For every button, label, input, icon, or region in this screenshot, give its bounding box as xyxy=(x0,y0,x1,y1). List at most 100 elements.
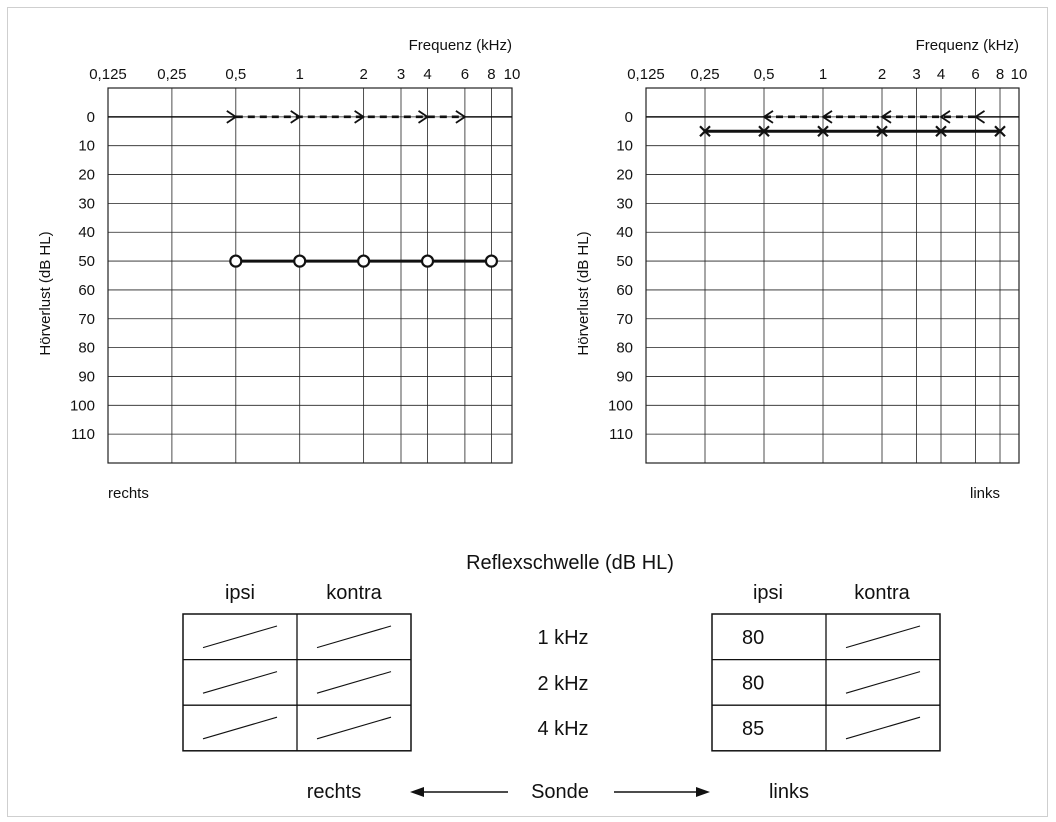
x-tick-label: 10 xyxy=(1011,66,1028,83)
ear-side-label: links xyxy=(970,485,1000,502)
data-point-circle xyxy=(357,254,371,268)
x-tick-label: 4 xyxy=(423,66,431,83)
y-tick-label: 20 xyxy=(616,167,633,184)
data-point-arrow-left xyxy=(762,110,774,124)
x-tick-label: 8 xyxy=(487,66,495,83)
reflex-table-left: 80 80 85 xyxy=(711,613,941,752)
x-tick-label: 0,25 xyxy=(157,66,186,83)
y-tick-label: 90 xyxy=(78,368,95,385)
x-tick-label: 1 xyxy=(819,66,827,83)
probe-arrow-right-head xyxy=(696,787,710,797)
audiogram-right-ear: 0,125 0,25 0,5 1 2 3 4 6 8 1001020304050607080901… xyxy=(37,37,520,502)
x-tick-label: 3 xyxy=(912,66,920,83)
x-tick-label: 1 xyxy=(296,66,304,83)
x-tick-label: 6 xyxy=(461,66,469,83)
y-axis-title: Hörverlust (dB HL) xyxy=(575,231,592,355)
data-point-arrow-right xyxy=(418,110,430,124)
y-tick-label: 30 xyxy=(616,195,633,212)
y-tick-label: 50 xyxy=(78,253,95,270)
reflex-title: Reflexschwelle (dB HL) xyxy=(466,552,674,574)
y-tick-label: 0 xyxy=(625,109,633,126)
data-point-cross xyxy=(817,125,829,138)
x-axis-title: Frequenz (kHz) xyxy=(916,37,1019,54)
y-tick-label: 0 xyxy=(87,109,95,126)
figure-frame xyxy=(7,7,1048,817)
right-ipsi-header: ipsi xyxy=(225,582,255,604)
data-point-arrow-right xyxy=(455,110,467,124)
x-tick-label: 2 xyxy=(359,66,367,83)
y-tick-label: 20 xyxy=(78,167,95,184)
data-point-arrow-left xyxy=(880,110,892,124)
data-point-arrow-left xyxy=(821,110,833,124)
reflex-freq-2: 2 kHz xyxy=(537,673,588,695)
y-tick-label: 60 xyxy=(616,282,633,299)
audiogram-left-ear: 0,125 0,25 0,5 1 2 3 4 6 8 1001020304050607080901… xyxy=(575,37,1027,502)
empty-cell-slash xyxy=(202,716,278,740)
x-tick-label: 6 xyxy=(971,66,979,83)
x-tick-label: 0,5 xyxy=(754,66,775,83)
data-point-arrow-left xyxy=(939,110,951,124)
data-point-arrow-right xyxy=(290,110,302,124)
reflex-freq-3: 4 kHz xyxy=(537,718,588,740)
empty-cell-slash xyxy=(316,671,392,694)
ear-side-label: rechts xyxy=(108,485,149,502)
empty-cell-slash xyxy=(316,625,392,649)
empty-cell-slash xyxy=(845,671,921,694)
x-tick-label: 8 xyxy=(996,66,1004,83)
y-tick-label: 40 xyxy=(616,224,633,241)
reflex-freq-1: 1 kHz xyxy=(537,627,588,649)
empty-cell-slash xyxy=(845,625,921,649)
y-tick-label: 110 xyxy=(71,426,95,443)
y-tick-label: 50 xyxy=(616,253,633,270)
y-tick-label: 70 xyxy=(78,311,95,328)
y-tick-label: 40 xyxy=(78,224,95,241)
reflex-table-right xyxy=(182,613,412,752)
left-ipsi-header: ipsi xyxy=(753,582,783,604)
data-point-arrow-right xyxy=(226,110,238,124)
data-point-cross xyxy=(699,125,711,138)
y-tick-label: 90 xyxy=(616,368,633,385)
reflex-value: 80 xyxy=(742,627,764,649)
y-tick-label: 60 xyxy=(78,282,95,299)
data-point-arrow-right xyxy=(354,110,366,124)
y-tick-label: 10 xyxy=(616,138,633,155)
x-tick-label: 3 xyxy=(397,66,405,83)
probe-label: Sonde xyxy=(531,781,589,803)
probe-right-label: rechts xyxy=(307,781,361,803)
data-point-circle xyxy=(484,254,499,268)
x-tick-label: 4 xyxy=(937,66,945,83)
empty-cell-slash xyxy=(316,716,392,740)
y-tick-label: 70 xyxy=(616,311,633,328)
empty-cell-slash xyxy=(202,671,278,694)
left-kontra-header: kontra xyxy=(854,582,910,604)
probe-arrow-left-head xyxy=(410,787,424,797)
x-tick-label: 0,125 xyxy=(89,66,127,83)
data-point-cross xyxy=(876,125,888,138)
reflex-value: 80 xyxy=(742,672,764,694)
x-tick-label: 0,125 xyxy=(627,66,665,83)
x-tick-label: 10 xyxy=(504,66,521,83)
y-tick-label: 80 xyxy=(78,340,95,357)
data-point-cross xyxy=(994,125,1006,138)
data-point-circle xyxy=(420,254,435,268)
data-point-circle xyxy=(293,254,307,268)
data-point-circle xyxy=(229,254,243,268)
y-tick-label: 100 xyxy=(70,397,95,414)
data-point-cross xyxy=(935,125,947,138)
plot-frame xyxy=(645,87,1020,464)
plot-frame xyxy=(107,87,513,464)
y-tick-label: 100 xyxy=(608,397,633,414)
empty-cell-slash xyxy=(845,716,921,740)
empty-cell-slash xyxy=(202,625,278,649)
data-point-cross xyxy=(758,125,770,138)
y-axis-title: Hörverlust (dB HL) xyxy=(37,231,54,355)
y-tick-label: 10 xyxy=(78,138,95,155)
data-point-arrow-left xyxy=(973,110,986,124)
x-axis-title: Frequenz (kHz) xyxy=(409,37,512,54)
y-tick-label: 30 xyxy=(78,195,95,212)
x-tick-label: 2 xyxy=(878,66,886,83)
x-tick-label: 0,5 xyxy=(225,66,246,83)
right-kontra-header: kontra xyxy=(326,582,382,604)
x-tick-label: 0,25 xyxy=(690,66,719,83)
